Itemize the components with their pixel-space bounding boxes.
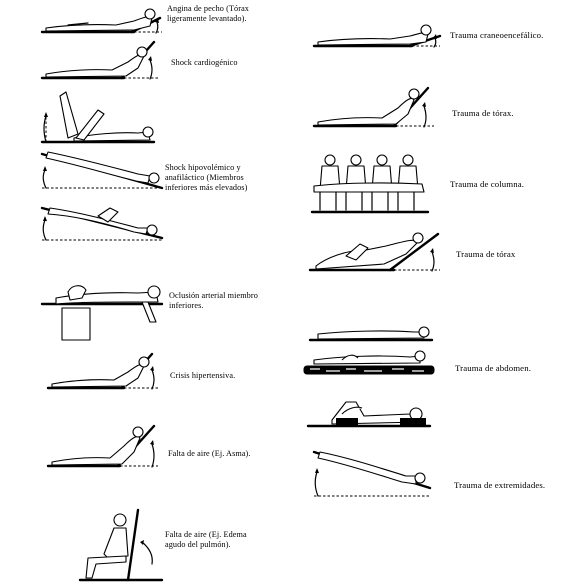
illustration-extremities-inclined-board [310,446,434,502]
illustration-pulmonary-edema-position [78,506,168,584]
illustration-spine-trauma-log-roll [310,150,430,216]
illustration-chest-trauma-position-2 [306,228,444,276]
caption-spine-trauma: Trauma de columna. [450,179,525,189]
illustration-trendelenburg-board [38,148,168,196]
caption-hypertensive-crisis: Crisis hipertensiva. [170,371,236,380]
illustration-abdomen-trauma-board [302,346,436,378]
illustration-angina-position [38,4,168,38]
caption-head-trauma: Trauma craneoencefálico. [450,30,544,40]
caption-chest-trauma-2: Trauma de tórax [456,249,516,259]
illustration-legs-raised-position [38,86,158,148]
illustration-prone-inclined [38,200,168,248]
illustration-asthma-position [44,422,164,472]
illustration-cardiogenic-shock-position [38,38,168,86]
caption-pulmonary-edema: Falta de aire (Ej. Edema agudo del pulmó… [165,530,247,549]
illustration-abdomen-trauma-supine [306,320,436,344]
caption-arterial-occlusion: Oclusión arterial miembro inferiores. [169,291,258,310]
caption-cardiogenic-shock: Shock cardiogénico [171,58,238,67]
illustration-arterial-occlusion-position [38,278,166,344]
caption-asthma: Falta de aire (Ej. Asma). [168,449,251,458]
caption-abdomen-trauma: Trauma de abdomen. [455,363,531,373]
caption-extremities-trauma: Trauma de extremidades. [454,480,546,490]
illustration-extremities-knees-bent [306,394,434,430]
illustration-head-trauma-position [310,18,444,52]
caption-hypovolemic-shock: Shock hipovolémico y anafiláctico (Miemb… [165,163,248,192]
caption-chest-trauma-1: Trauma de tórax. [452,108,514,118]
illustration-chest-trauma-position-1 [310,82,438,132]
illustration-hypertensive-crisis-position [44,348,164,396]
caption-angina: Angina de pecho (Tórax ligeramente levan… [167,4,249,23]
